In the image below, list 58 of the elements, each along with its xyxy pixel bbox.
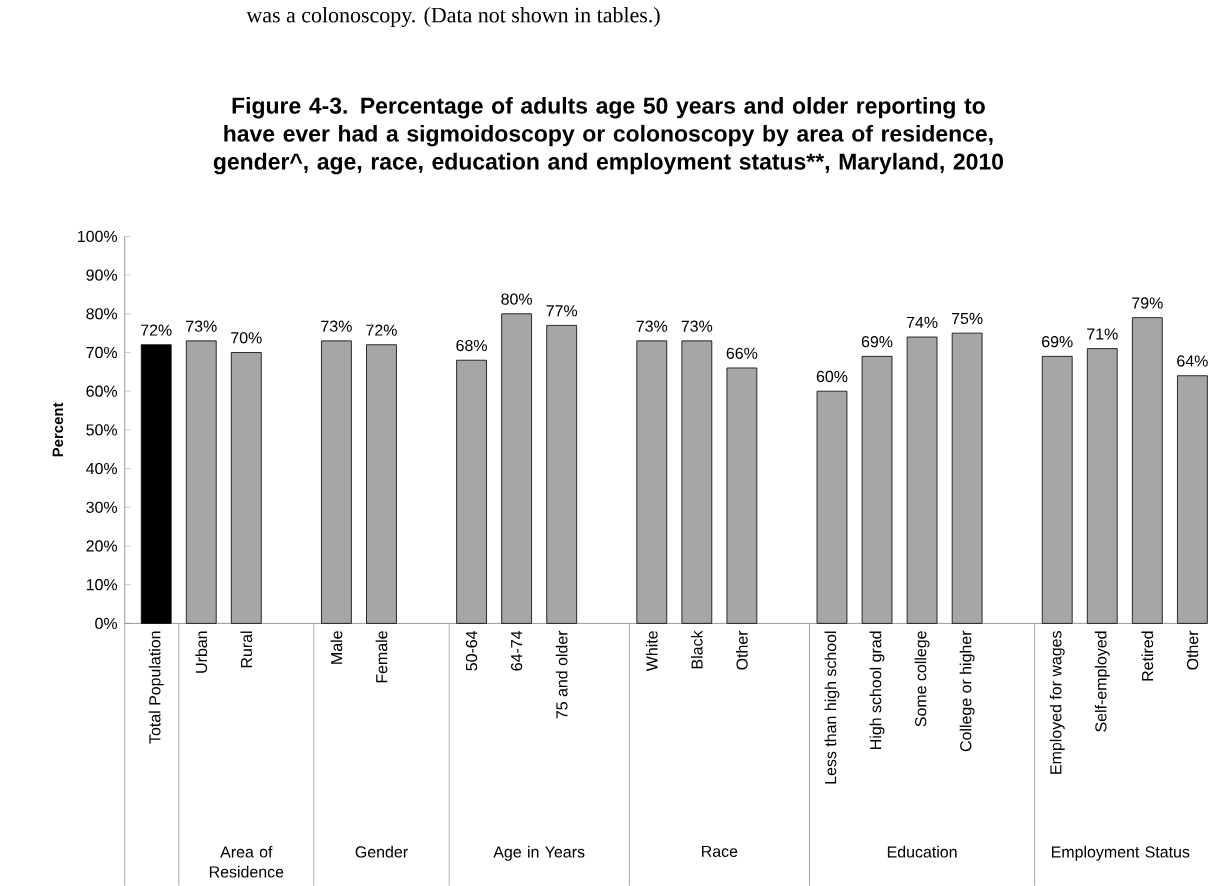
y-tick-label: 100% bbox=[78, 230, 118, 242]
y-tick-label: 0% bbox=[95, 617, 118, 629]
data-label: 72% bbox=[366, 324, 397, 336]
text: Gender bbox=[355, 845, 408, 858]
text: Education bbox=[887, 845, 957, 858]
x-tick-label: Male bbox=[330, 631, 343, 664]
data-label: 70% bbox=[231, 332, 262, 344]
data-label: 75% bbox=[951, 312, 983, 325]
data-label: 64% bbox=[1177, 355, 1208, 367]
y-tick-label: 10% bbox=[86, 579, 118, 591]
x-tick-label: Rural bbox=[240, 631, 253, 668]
y-tick-label: 70% bbox=[86, 346, 118, 359]
x-tick-label: Some college bbox=[914, 631, 930, 727]
data-label: 69% bbox=[1042, 335, 1073, 348]
x-tick-label: College or higher bbox=[959, 630, 975, 752]
text: was a colonoscopy. (Data not shown in tables.) bbox=[246, 7, 660, 27]
data-label: 80% bbox=[501, 293, 533, 305]
x-tick-label: Total Population bbox=[148, 631, 164, 744]
x-tick-label: Retired bbox=[1141, 631, 1154, 681]
y-tick-label: 50% bbox=[86, 424, 118, 436]
data-label: 73% bbox=[681, 320, 713, 332]
x-tick-label: Other bbox=[736, 630, 748, 670]
text: Employment Status bbox=[1051, 845, 1190, 861]
y-tick-label: 60% bbox=[86, 385, 118, 397]
y-tick-label: 90% bbox=[86, 269, 118, 281]
y-tick-label: 20% bbox=[86, 540, 118, 552]
data-label: 60% bbox=[816, 370, 848, 383]
data-label: 66% bbox=[726, 347, 758, 359]
chart-title: Figure 4-3. Percentage of adults age 50 years and older reporting to have ever had a sigmoidoscopy or colonoscopy by area of residence, gender^, age, race, education and employment status**, Maryland, 2010 bbox=[213, 96, 1004, 175]
y-tick-label: 80% bbox=[86, 308, 118, 320]
y-axis-title: Percent bbox=[52, 402, 64, 457]
text: Race bbox=[702, 845, 738, 857]
data-label: 73% bbox=[636, 320, 668, 332]
text: Age in Years bbox=[493, 845, 585, 861]
x-tick-label: Female bbox=[375, 631, 388, 683]
x-tick-label: 50-64 bbox=[465, 630, 478, 671]
x-tick-label: Other bbox=[1186, 630, 1199, 670]
y-tick-label: 30% bbox=[86, 501, 118, 513]
data-label: 77% bbox=[546, 305, 578, 317]
data-label: 79% bbox=[1132, 297, 1163, 309]
x-tick-label: White bbox=[645, 631, 658, 672]
data-label: 68% bbox=[456, 339, 487, 352]
x-tick-label: 64-74 bbox=[510, 630, 523, 671]
x-tick-label: Urban bbox=[195, 631, 208, 673]
x-tick-label: High school grad bbox=[869, 631, 885, 749]
x-tick-label: 75 and older bbox=[555, 630, 568, 719]
data-label: 69% bbox=[861, 335, 893, 348]
data-label: 73% bbox=[321, 320, 352, 332]
data-label: 74% bbox=[906, 316, 938, 328]
data-label: 72% bbox=[141, 324, 172, 336]
x-tick-label: Self-employed bbox=[1094, 631, 1110, 732]
x-tick-label: Employed for wages bbox=[1049, 630, 1065, 774]
y-tick-label: 40% bbox=[86, 462, 118, 475]
x-tick-label: Less than high school bbox=[824, 631, 840, 784]
data-label: 73% bbox=[186, 320, 217, 332]
text: Area of Residence bbox=[209, 845, 284, 878]
data-label: 71% bbox=[1087, 328, 1118, 340]
x-tick-label: Black bbox=[690, 630, 703, 669]
